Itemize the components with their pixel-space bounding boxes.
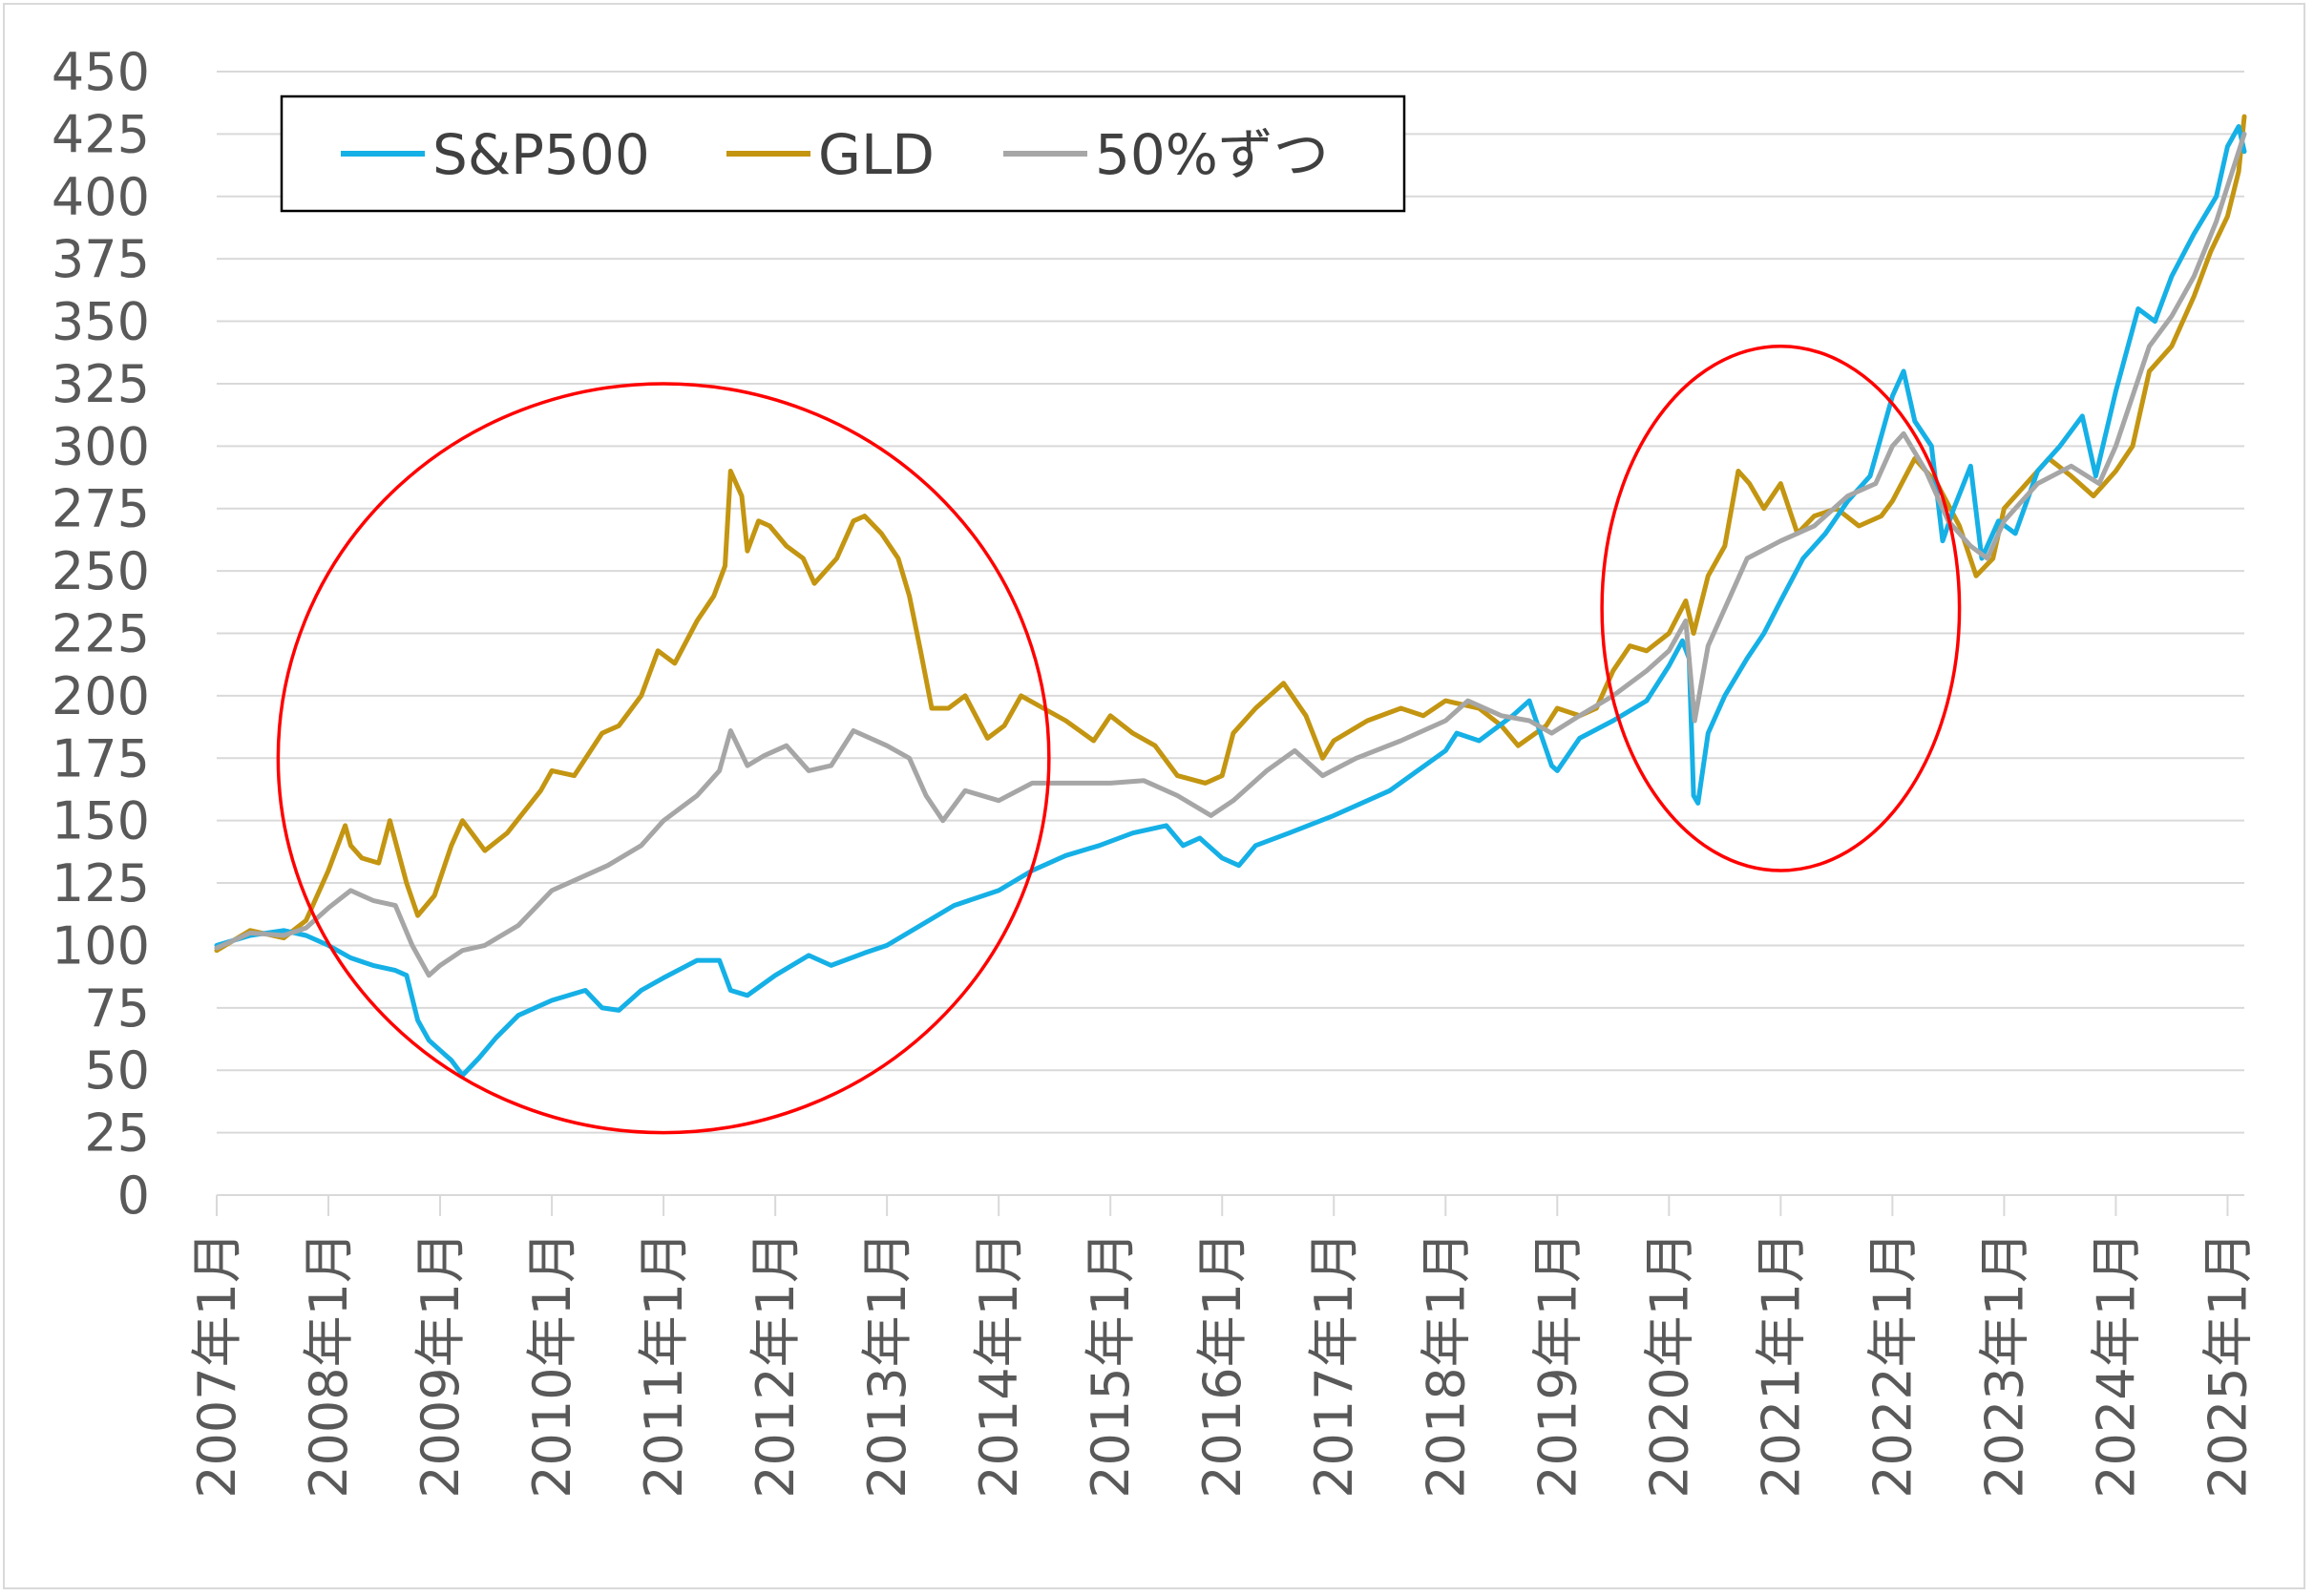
y-axis-ticks: 0255075100125150175200225250275300325350… xyxy=(52,42,150,1226)
x-tick-label: 2007年1月 xyxy=(187,1231,247,1499)
y-tick-label: 250 xyxy=(52,541,150,601)
x-tick-label: 2020年1月 xyxy=(1639,1231,1699,1499)
x-tick-label: 2017年1月 xyxy=(1304,1231,1364,1499)
x-tick-label: 2019年1月 xyxy=(1527,1231,1588,1499)
x-tick-label: 2013年1月 xyxy=(857,1231,917,1499)
y-tick-label: 100 xyxy=(52,915,150,976)
x-axis: 2007年1月 2008年1月 2009年1月 2010年1月 2011年1月 2012年… xyxy=(187,1194,2258,1499)
series-line-0 xyxy=(214,124,2247,1078)
x-tick-label: 2012年1月 xyxy=(746,1231,806,1499)
line-chart: 0255075100125150175200225250275300325350… xyxy=(52,42,2259,1499)
y-tick-label: 325 xyxy=(52,354,150,414)
gridlines xyxy=(217,71,2244,1134)
y-tick-label: 125 xyxy=(52,853,150,914)
legend-label-2: 50%ずつ xyxy=(1095,122,1329,187)
y-tick-label: 175 xyxy=(52,728,150,788)
x-tick-label: 2011年1月 xyxy=(634,1231,694,1499)
y-tick-label: 200 xyxy=(52,666,150,726)
series-lines xyxy=(214,114,2247,1078)
x-tick-label: 2008年1月 xyxy=(299,1231,359,1499)
x-tick-label: 2010年1月 xyxy=(522,1231,582,1499)
chart-frame: 0 25 50 75 100 125 150 175 200 225 250 275 300 325 350… xyxy=(3,3,2305,1589)
series-line-2 xyxy=(214,131,2247,978)
x-tick-label: 2018年1月 xyxy=(1416,1231,1476,1499)
y-tick-label: 425 xyxy=(52,104,150,164)
legend-label-0: S&P500 xyxy=(432,122,650,187)
y-tick-label: 375 xyxy=(52,229,150,289)
x-tick-label: 2022年1月 xyxy=(1862,1231,1923,1499)
x-tick-label: 2025年1月 xyxy=(2198,1231,2258,1499)
x-tick-label: 2014年1月 xyxy=(969,1231,1029,1499)
legend-box xyxy=(280,94,1406,213)
x-tick-label: 2021年1月 xyxy=(1751,1231,1811,1499)
annotations xyxy=(276,344,1962,1135)
y-tick-label: 0 xyxy=(117,1166,150,1226)
y-tick-label: 400 xyxy=(52,167,150,227)
y-tick-label: 25 xyxy=(84,1103,150,1164)
x-tick-label: 2009年1月 xyxy=(410,1231,471,1499)
y-tick-label: 275 xyxy=(52,479,150,539)
y-tick-label: 150 xyxy=(52,791,150,851)
x-tick-label: 2015年1月 xyxy=(1081,1231,1141,1499)
x-tick-label: 2016年1月 xyxy=(1192,1231,1252,1499)
series-line-1 xyxy=(214,114,2247,954)
legend: S&P500 GLD 50%ずつ xyxy=(280,94,1406,213)
y-tick-label: 350 xyxy=(52,292,150,352)
y-tick-label: 300 xyxy=(52,416,150,476)
y-tick-label: 75 xyxy=(84,978,150,1039)
y-tick-label: 450 xyxy=(52,42,150,102)
y-tick-label: 50 xyxy=(84,1040,150,1101)
highlight-ellipse-0 xyxy=(276,382,1051,1135)
highlight-ellipse-1 xyxy=(1600,344,1962,872)
legend-label-1: GLD xyxy=(818,122,935,187)
x-tick-label: 2024年1月 xyxy=(2086,1231,2146,1499)
y-tick-label: 225 xyxy=(52,604,150,664)
x-tick-label: 2023年1月 xyxy=(1974,1231,2034,1499)
